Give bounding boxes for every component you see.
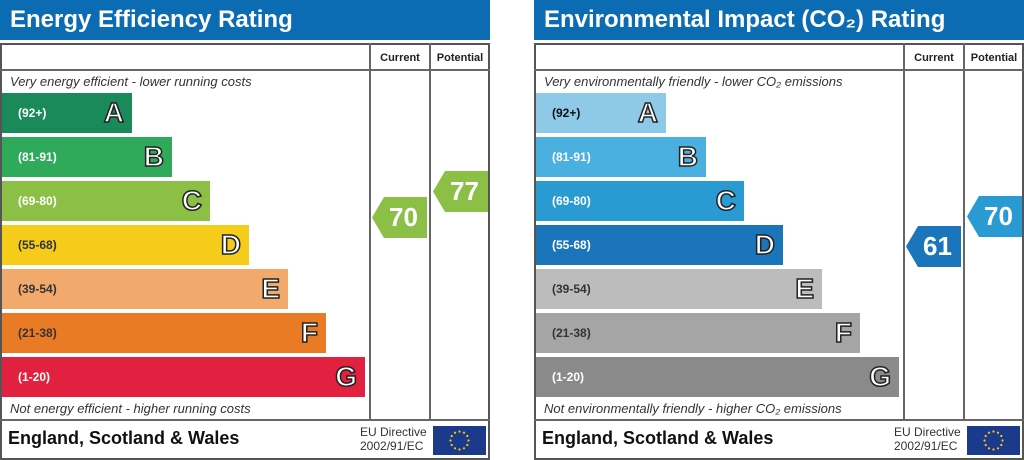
band-f: (21-38) F [536, 313, 860, 353]
eu-directive-line2: 2002/91/EC [360, 439, 424, 453]
column-header-current: Current [914, 52, 954, 64]
band-letter: G [334, 360, 357, 393]
band-letter: F [834, 316, 853, 349]
band-letter: D [220, 228, 242, 261]
band-d: (55-68) D [2, 225, 249, 265]
band-range: (21-38) [18, 326, 57, 340]
band-range: (21-38) [552, 326, 591, 340]
eu-directive: EU Directive 2002/91/EC [894, 425, 961, 453]
divider [534, 69, 1024, 71]
band-letter: D [754, 228, 776, 261]
divider [429, 43, 431, 420]
band-e: (39-54) E [536, 269, 822, 309]
divider [0, 69, 490, 71]
region-label: England, Scotland & Wales [542, 428, 774, 448]
band-a: (92+) A [536, 93, 666, 133]
eu-flag-icon [433, 426, 486, 455]
potential-rating-arrow: 70 [967, 196, 1022, 237]
band-range: (81-91) [552, 150, 591, 164]
bottom-note: Not energy efficient - higher running co… [10, 401, 251, 416]
band-letter: G [868, 360, 891, 393]
top-note: Very environmentally friendly - lower CO… [544, 74, 843, 89]
band-letter: C [181, 184, 203, 217]
potential-rating-arrow: 77 [433, 171, 488, 212]
band-letter: A [637, 96, 659, 129]
band-range: (92+) [552, 106, 581, 120]
band-letter: A [103, 96, 125, 129]
band-range: (81-91) [18, 150, 57, 164]
band-range: (69-80) [18, 194, 57, 208]
column-header-current: Current [380, 52, 420, 64]
band-b: (81-91) B [2, 137, 172, 177]
chart-frame [534, 43, 1024, 460]
band-b: (81-91) B [536, 137, 706, 177]
bottom-note: Not environmentally friendly - higher CO… [544, 401, 842, 416]
band-c: (69-80) C [2, 181, 210, 221]
environmental-impact-panel: Environmental Impact (CO₂) Rating Curren… [534, 0, 1024, 460]
band-range: (39-54) [18, 282, 57, 296]
band-letter: F [300, 316, 319, 349]
band-range: (69-80) [552, 194, 591, 208]
energy-efficiency-panel: Energy Efficiency Rating Current Potenti… [0, 0, 490, 460]
current-rating-arrow: 70 [372, 197, 427, 238]
divider [963, 43, 965, 420]
current-rating-arrow: 61 [906, 226, 961, 267]
column-header-potential: Potential [436, 52, 484, 64]
band-f: (21-38) F [2, 313, 326, 353]
chart-title: Energy Efficiency Rating [0, 0, 490, 40]
divider [534, 419, 1024, 421]
divider [0, 419, 490, 421]
divider [903, 43, 905, 420]
band-range: (1-20) [552, 370, 585, 384]
band-letter: C [715, 184, 737, 217]
eu-flag-icon [967, 426, 1020, 455]
band-letter: E [795, 272, 815, 305]
band-letter: B [677, 140, 699, 173]
eu-directive-line1: EU Directive [894, 425, 961, 439]
band-range: (55-68) [18, 238, 57, 252]
band-range: (55-68) [552, 238, 591, 252]
band-range: (92+) [18, 106, 47, 120]
band-g: (1-20) G [2, 357, 365, 397]
band-range: (39-54) [552, 282, 591, 296]
band-g: (1-20) G [536, 357, 899, 397]
eu-directive-line1: EU Directive [360, 425, 427, 439]
eu-directive-line2: 2002/91/EC [894, 439, 958, 453]
region-label: England, Scotland & Wales [8, 428, 240, 448]
chart-frame [0, 43, 490, 460]
eu-directive: EU Directive 2002/91/EC [360, 425, 427, 453]
column-header-potential: Potential [970, 52, 1018, 64]
band-letter: E [261, 272, 281, 305]
band-range: (1-20) [18, 370, 51, 384]
band-letter: B [143, 140, 165, 173]
band-c: (69-80) C [536, 181, 744, 221]
band-a: (92+) A [2, 93, 132, 133]
band-e: (39-54) E [2, 269, 288, 309]
top-note: Very energy efficient - lower running co… [10, 74, 252, 89]
chart-title: Environmental Impact (CO₂) Rating [534, 0, 1024, 40]
divider [369, 43, 371, 420]
band-d: (55-68) D [536, 225, 783, 265]
